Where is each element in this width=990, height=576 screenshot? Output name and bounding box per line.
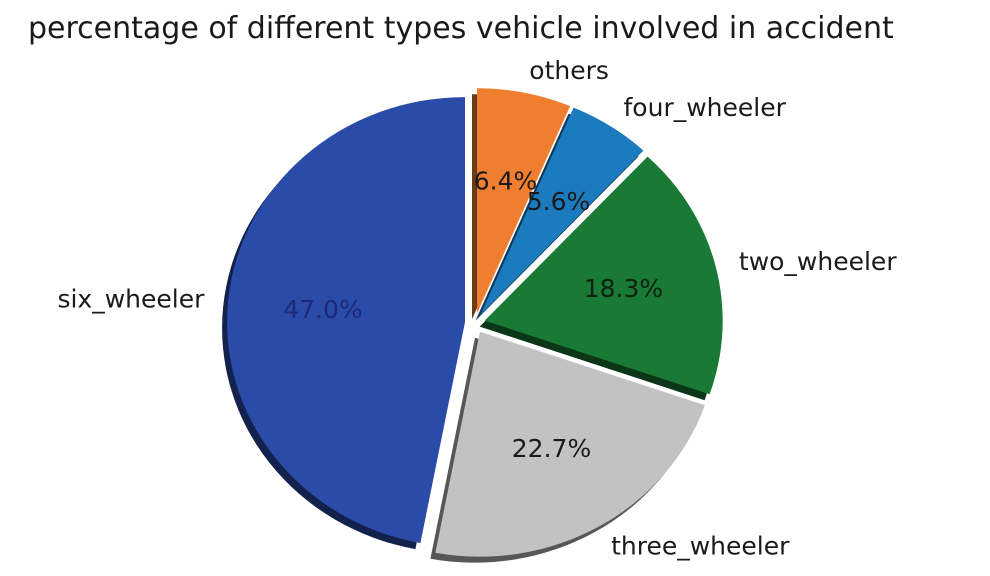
pct-label-six_wheeler: 47.0%: [283, 295, 362, 324]
slice-label-two_wheeler: two_wheeler: [739, 247, 897, 276]
slice-label-three_wheeler: three_wheeler: [611, 531, 790, 560]
pct-label-three_wheeler: 22.7%: [512, 434, 591, 463]
pct-label-two_wheeler: 18.3%: [584, 274, 663, 303]
slice-label-six_wheeler: six_wheeler: [57, 284, 205, 313]
pie-slice-four_wheeler: [480, 107, 644, 315]
chart-title: percentage of different types vehicle in…: [28, 11, 894, 46]
pie-slice-others: [477, 88, 571, 314]
pie-slice-two_wheeler: [484, 156, 723, 395]
slice-label-others: others: [529, 56, 609, 85]
slice-label-four_wheeler: four_wheeler: [624, 93, 787, 122]
pct-label-others: 6.4%: [474, 166, 538, 195]
pie-slice-three_wheeler: [435, 331, 705, 557]
pct-label-four_wheeler: 5.6%: [527, 187, 591, 216]
pie-slice-six_wheeler: [227, 97, 465, 544]
